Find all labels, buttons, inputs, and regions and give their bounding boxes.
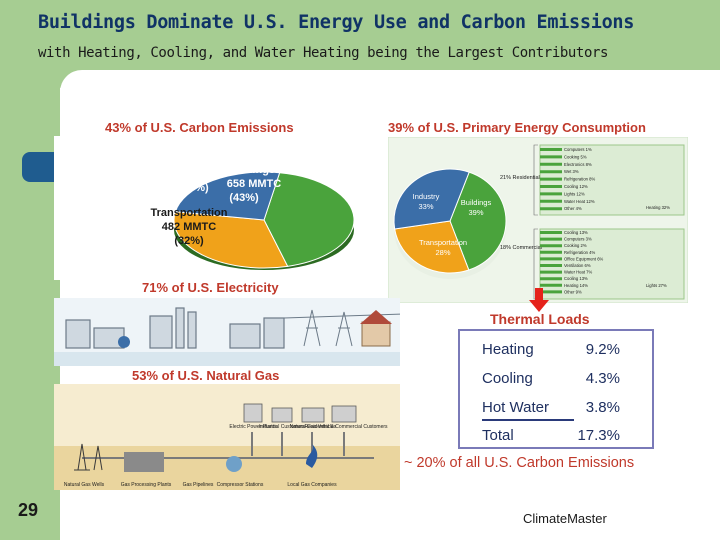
energy-industry-label: Industry <box>413 192 440 201</box>
carbon-transport-pct: (32%) <box>174 235 204 247</box>
energy-slice-transportation <box>394 220 470 274</box>
residential-item: Water Heat 12% <box>564 199 595 204</box>
gas-chain-processing: Gas Processing Plants <box>121 482 172 488</box>
energy-transport-pct: 28% <box>435 248 450 257</box>
thermal-loads-label: Thermal Loads <box>490 311 590 327</box>
total-divider <box>482 419 574 421</box>
carbon-slice-industry <box>174 171 281 221</box>
energy-slice-industry <box>393 168 470 230</box>
energy-slice-buildings <box>449 171 507 271</box>
carbon-industry-label: Industry <box>165 154 209 166</box>
residential-item: Wet 3% <box>564 169 579 174</box>
energy-heading: 39% of U.S. Primary Energy Consumption <box>388 120 646 135</box>
gas-chain-local: Local Gas Companies <box>287 482 337 488</box>
brand-name: ClimateMaster <box>523 511 607 526</box>
residential-item: Lights 12% <box>564 191 585 196</box>
electricity-heading: 71% of U.S. Electricity <box>142 280 279 295</box>
gas-consumer-vehicles: Natural Gas Vehicles <box>290 424 337 430</box>
gas-chain-compressor: Compressor Stations <box>217 482 264 488</box>
residential-heating-label: Heating 32% <box>646 205 670 210</box>
residential-item: Cooking 5% <box>564 154 587 159</box>
thermal-row-name: Cooling <box>482 370 533 387</box>
commercial-label: 18% Commercial <box>500 245 542 251</box>
carbon-industry-mmtc: 377 MMTC <box>160 168 214 180</box>
thermal-row-name: Hot Water <box>482 399 549 416</box>
thermal-total-label: Total <box>482 427 514 444</box>
carbon-pie-slices <box>173 171 355 269</box>
carbon-heading: 43% of U.S. Carbon Emissions <box>105 120 294 135</box>
electricity-illustration <box>54 298 400 366</box>
energy-buildings-pct: 39% <box>468 208 483 217</box>
residential-label: 21% Residential <box>500 175 540 181</box>
residential-list: Computers 1% Cooking 5% Electronics 8% Wet … <box>540 147 595 211</box>
thermal-total-value: 17.3% <box>577 427 620 444</box>
commercial-item: Other 9% <box>564 289 582 294</box>
content-corner <box>60 70 720 120</box>
residential-item: Refrigeration 8% <box>564 177 595 182</box>
thermal-loads-table: Heating 9.2% Cooling 4.3% Hot Water 3.8%… <box>458 329 654 449</box>
energy-buildings-label: Buildings <box>461 198 492 207</box>
commercial-item: Cooling 13% <box>564 276 588 281</box>
commercial-item: Computers 3% <box>564 237 592 242</box>
commercial-list: Cooling 13% Computers 3%Cooking 2% Refrige… <box>540 230 604 294</box>
commercial-item: Ventilation 6% <box>564 263 591 268</box>
energy-pie-slices <box>393 168 507 274</box>
residential-item: Computers 1% <box>564 147 592 152</box>
commercial-item: Refrigeration 4% <box>564 250 595 255</box>
down-arrow-icon <box>529 288 549 312</box>
energy-industry-pct: 33% <box>418 202 433 211</box>
residential-item: Electronics 8% <box>564 162 592 167</box>
carbon-pie-figure: Industry 377 MMTC (25%) Buildings 658 MM… <box>54 136 384 280</box>
carbon-buildings-pct: (43%) <box>229 192 259 204</box>
slide-title: Buildings Dominate U.S. Energy Use and C… <box>38 12 635 33</box>
left-accent-bar <box>0 0 60 540</box>
slide-number: 29 <box>18 500 39 520</box>
carbon-slice-transportation <box>173 211 289 269</box>
thermal-row-value: 3.8% <box>585 399 620 416</box>
gas-consumer-power: Electric Power Plants <box>229 424 277 430</box>
natural-gas-illustration: Electric Power Plants Industrial Custome… <box>54 384 400 490</box>
gas-consumer-residential: Residential & Commercial Customers <box>304 424 388 430</box>
carbon-industry-pct: (25%) <box>179 182 209 194</box>
commercial-item: Heating 14% <box>564 283 588 288</box>
carbon-transport-mmtc: 482 MMTC <box>162 221 216 233</box>
gas-chain-wells: Natural Gas Wells <box>64 482 105 488</box>
natural-gas-heading: 53% of U.S. Natural Gas <box>132 368 280 383</box>
energy-pie-figure: Industry 33% Buildings 39% Transportatio… <box>388 137 688 303</box>
thermal-row-value: 9.2% <box>585 341 620 358</box>
carbon-buildings-label: Buildings <box>225 164 275 176</box>
residential-item: Cooling 12% <box>564 184 588 189</box>
carbon-transport-label: Transportation <box>150 207 227 219</box>
energy-transport-label: Transportation <box>419 238 467 247</box>
carbon-slice-buildings <box>263 172 355 267</box>
thermal-row-value: 4.3% <box>585 370 620 387</box>
commercial-item: Office Equipment 6% <box>564 256 604 261</box>
commercial-item: Water Heat 7% <box>564 270 593 275</box>
thermal-row-name: Heating <box>482 341 534 358</box>
commercial-item: Cooling 13% <box>564 230 588 235</box>
commercial-item: Cooking 2% <box>564 243 587 248</box>
gas-consumer-industrial: Industrial Customers <box>259 424 305 430</box>
carbon-buildings-mmtc: 658 MMTC <box>227 178 281 190</box>
residential-item: Other 4% <box>564 206 582 211</box>
gas-chain-pipelines: Gas Pipelines <box>183 482 214 488</box>
slide-subtitle: with Heating, Cooling, and Water Heating… <box>38 45 609 61</box>
commercial-lights-label: Lights 27% <box>646 283 667 288</box>
footnote: ~ 20% of all U.S. Carbon Emissions <box>404 455 635 471</box>
